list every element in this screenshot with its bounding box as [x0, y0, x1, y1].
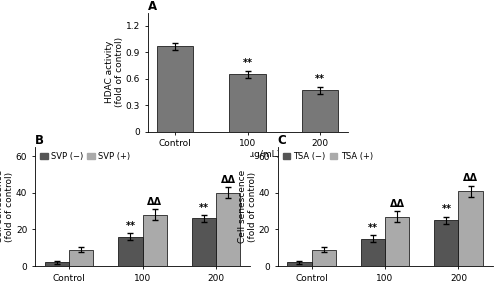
Bar: [302, 90, 339, 132]
Text: **: **: [368, 223, 378, 233]
Bar: [230, 74, 266, 132]
Bar: [458, 191, 482, 266]
Legend: SVP (−), SVP (+): SVP (−), SVP (+): [39, 151, 131, 162]
Bar: [434, 220, 458, 266]
Bar: [385, 217, 409, 266]
Text: **: **: [442, 204, 452, 215]
Text: ΔΔ: ΔΔ: [390, 199, 404, 209]
Bar: [216, 193, 240, 266]
Text: **: **: [199, 203, 209, 213]
Text: ΔΔ: ΔΔ: [220, 175, 236, 185]
Y-axis label: HDAC activity
(fold of control): HDAC activity (fold of control): [104, 37, 124, 107]
Text: ΔΔ: ΔΔ: [463, 173, 478, 183]
Bar: [118, 237, 142, 266]
Bar: [192, 218, 216, 266]
Text: B: B: [35, 134, 44, 147]
Bar: [288, 262, 312, 266]
Y-axis label: Cell senescence
(fold of control): Cell senescence (fold of control): [238, 170, 257, 243]
Text: C: C: [278, 134, 286, 147]
Text: **: **: [242, 58, 252, 68]
Bar: [361, 239, 385, 266]
Bar: [312, 250, 336, 266]
Text: A: A: [148, 0, 156, 13]
X-axis label: TLBZT (μg/mL): TLBZT (μg/mL): [214, 150, 280, 159]
Text: ΔΔ: ΔΔ: [147, 197, 162, 207]
Y-axis label: Cell senescence
(fold of control): Cell senescence (fold of control): [0, 170, 14, 243]
Legend: TSA (−), TSA (+): TSA (−), TSA (+): [282, 151, 374, 162]
Bar: [69, 250, 94, 266]
Bar: [156, 46, 193, 132]
Text: **: **: [315, 74, 325, 84]
Bar: [45, 262, 69, 266]
Text: **: **: [126, 221, 136, 231]
Bar: [142, 215, 167, 266]
